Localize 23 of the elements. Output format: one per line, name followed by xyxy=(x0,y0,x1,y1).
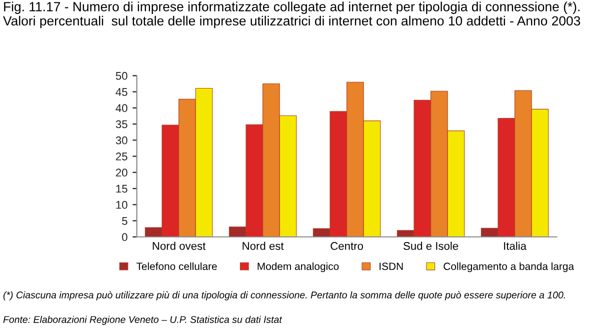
legend-label: ISDN xyxy=(380,262,403,270)
x-tick-label: Italia xyxy=(504,242,527,250)
x-tick-label: Nord est xyxy=(242,242,284,250)
y-tick-label: 15 xyxy=(116,184,128,193)
y-tick-label: 10 xyxy=(116,200,128,209)
text: (*) Ciascuna impresa può utilizzare più di una tipologia di connessione. Pertanto la somma delle quote può essere superiore a 100. xyxy=(3,291,565,300)
y-tick-label: 25 xyxy=(116,152,128,160)
x-tick-label: Nord ovest xyxy=(152,242,206,250)
legend-label: Modem analogico xyxy=(258,262,339,272)
x-tick-label: Sud e Isole xyxy=(404,242,458,250)
y-tick-label: 50 xyxy=(116,72,128,80)
y-tick-label: 20 xyxy=(116,168,128,177)
legend-label: Telefono cellulare xyxy=(136,262,217,270)
legend-label: Collegamento a banda larga xyxy=(444,262,574,272)
source-note: Fonte: Elaborazioni Regione Veneto – U.P. Statistica su dati Istat xyxy=(3,316,282,325)
y-tick-label: 40 xyxy=(116,104,128,112)
y-tick-label: 30 xyxy=(116,136,128,144)
x-tick-label: Centro xyxy=(330,242,364,250)
y-tick-label: 0 xyxy=(122,233,128,242)
y-tick-label: 45 xyxy=(116,88,128,96)
chart-title: Fig. 11.17 - Numero di imprese informatizzate collegate ad internet per tipologia di connessione (*). Valori percentuali sul totale delle imprese utilizzatrici di internet con almeno 10 addetti - Anno 2003 xyxy=(3,2,580,28)
y-tick-label: 5 xyxy=(122,217,128,225)
y-tick-label: 35 xyxy=(116,120,128,128)
